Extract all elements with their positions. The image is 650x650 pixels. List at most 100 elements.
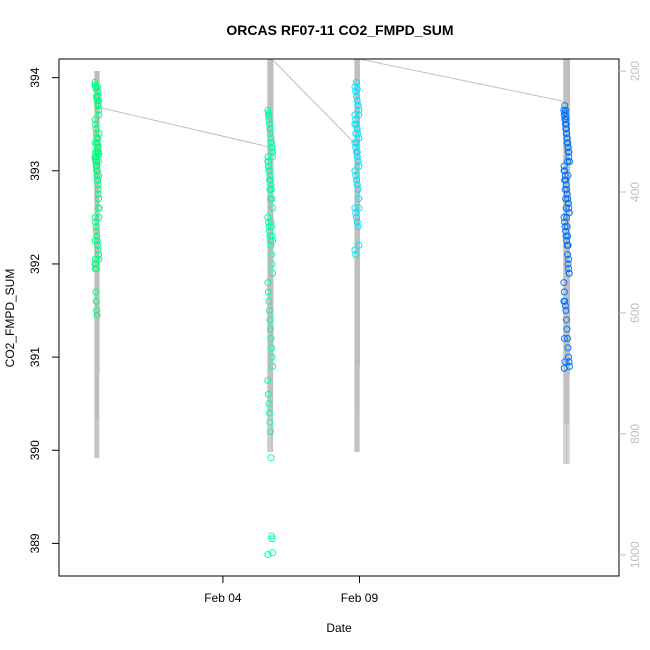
data-point <box>560 288 568 296</box>
data-point <box>265 167 273 175</box>
data-point <box>94 88 102 96</box>
data-point <box>560 213 568 221</box>
data-point <box>265 113 273 121</box>
data-point <box>561 358 569 366</box>
data-point <box>352 171 360 179</box>
data-point <box>560 364 568 372</box>
data-point <box>93 83 101 91</box>
data-point <box>351 167 359 175</box>
data-point <box>92 157 100 165</box>
data-point <box>268 251 275 259</box>
data-point <box>564 232 572 240</box>
data-point <box>560 297 568 305</box>
data-point <box>353 153 361 161</box>
data-point <box>561 106 569 114</box>
data-point <box>563 130 571 138</box>
data-point <box>352 251 360 259</box>
data-point <box>565 209 573 217</box>
data-point <box>565 255 573 263</box>
data-point <box>563 125 570 133</box>
data-point <box>265 409 273 417</box>
data-point <box>95 204 103 212</box>
data-point <box>352 213 360 221</box>
data-point <box>94 102 102 110</box>
data-point <box>267 134 275 142</box>
data-point <box>353 218 361 226</box>
data-point <box>93 237 101 245</box>
data-point <box>269 269 277 277</box>
y-tick-label: 391 <box>28 347 42 367</box>
x-tick-label: Feb 04 <box>204 591 242 605</box>
data-point <box>562 120 570 128</box>
data-point <box>91 237 99 245</box>
data-point <box>561 223 569 231</box>
data-point <box>355 111 363 119</box>
data-point <box>353 97 361 105</box>
data-point <box>268 232 276 240</box>
data-point <box>266 130 274 138</box>
altitude-transit-line <box>359 58 564 102</box>
data-point <box>564 171 572 179</box>
data-point <box>563 325 571 333</box>
data-point <box>268 344 275 352</box>
data-point <box>565 148 573 156</box>
data-point <box>264 153 272 161</box>
data-point <box>266 185 274 193</box>
data-point <box>269 204 277 212</box>
data-point <box>267 334 275 342</box>
data-point <box>560 167 568 175</box>
data-point <box>93 307 101 315</box>
data-point <box>92 260 100 268</box>
y-tick-label: 392 <box>28 254 42 274</box>
data-point <box>561 185 569 193</box>
data-point <box>354 130 362 138</box>
data-point <box>352 92 360 100</box>
data-point <box>264 218 272 226</box>
data-point <box>354 185 362 193</box>
data-point <box>561 109 569 117</box>
data-point <box>93 167 101 175</box>
data-point <box>562 181 570 189</box>
data-point <box>355 204 363 212</box>
data-point <box>264 106 272 114</box>
plot-frame <box>58 58 620 577</box>
data-point <box>264 213 272 221</box>
y2-tick-label: 200 <box>628 61 642 81</box>
y2-tick-label: 1000 <box>628 541 642 568</box>
data-point <box>92 297 100 305</box>
data-point <box>265 176 273 184</box>
data-point <box>352 78 360 86</box>
data-point <box>92 120 100 128</box>
data-point <box>91 213 99 221</box>
data-point <box>91 255 99 263</box>
data-point <box>92 265 100 273</box>
y-tick-label: 393 <box>28 160 42 180</box>
data-point <box>264 288 272 296</box>
data-point <box>565 204 573 212</box>
data-point <box>562 316 570 324</box>
data-point <box>355 162 363 170</box>
data-point <box>94 176 102 184</box>
data-point <box>94 185 102 193</box>
data-point <box>354 102 362 110</box>
data-point <box>351 204 359 212</box>
data-point <box>355 241 363 249</box>
chart-title: ORCAS RF07-11 CO2_FMPD_SUM <box>226 22 453 38</box>
data-point <box>264 279 272 287</box>
y-axis: 389 390 391 392 393 394 <box>28 67 59 553</box>
data-point <box>564 260 572 268</box>
data-point <box>93 162 101 170</box>
data-point <box>564 195 572 203</box>
altitude-transit-line <box>271 58 356 145</box>
data-point <box>352 209 360 217</box>
data-point <box>352 116 360 124</box>
data-point <box>268 148 276 156</box>
data-point <box>563 223 571 231</box>
data-point <box>92 130 100 138</box>
data-point <box>266 125 274 133</box>
y-tick-label: 394 <box>28 67 42 87</box>
data-point <box>94 190 102 198</box>
data-point <box>92 223 100 231</box>
data-point <box>352 130 360 138</box>
